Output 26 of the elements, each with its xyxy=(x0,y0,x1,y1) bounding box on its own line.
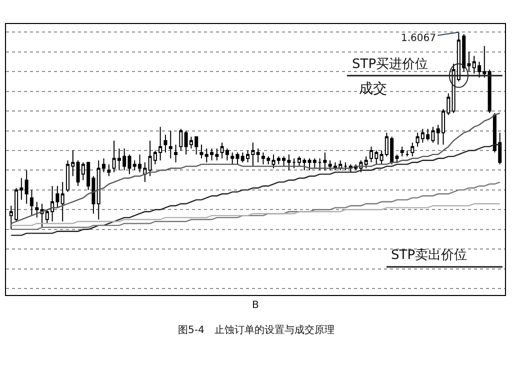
candlestick xyxy=(292,158,296,169)
ref-line-label: STP买进价位 xyxy=(352,57,428,72)
candlestick xyxy=(318,158,322,171)
candlestick xyxy=(406,150,410,157)
caption: 图5-4 止蚀订单的设置与成交原理 xyxy=(178,324,334,336)
candlestick xyxy=(256,148,260,163)
candlestick xyxy=(179,128,183,152)
candlestick xyxy=(364,156,368,169)
candlestick xyxy=(168,130,172,159)
candlestick xyxy=(410,142,414,157)
candlestick xyxy=(400,146,404,157)
annotation: 成交 xyxy=(359,81,387,97)
candlestick xyxy=(174,144,178,163)
candlestick xyxy=(488,69,492,114)
candlestick xyxy=(35,201,39,218)
annotation: 1.6067 xyxy=(401,33,436,44)
candlestick xyxy=(30,189,34,216)
candlestick xyxy=(164,134,168,153)
candlestick xyxy=(60,182,64,222)
ref-line-label: STP卖出价位 xyxy=(391,248,468,263)
candlestick xyxy=(24,170,28,204)
candlestick xyxy=(323,152,327,171)
candlestick xyxy=(344,162,348,171)
candlestick xyxy=(200,144,204,159)
candlestick xyxy=(107,164,111,177)
text: B xyxy=(252,300,259,311)
